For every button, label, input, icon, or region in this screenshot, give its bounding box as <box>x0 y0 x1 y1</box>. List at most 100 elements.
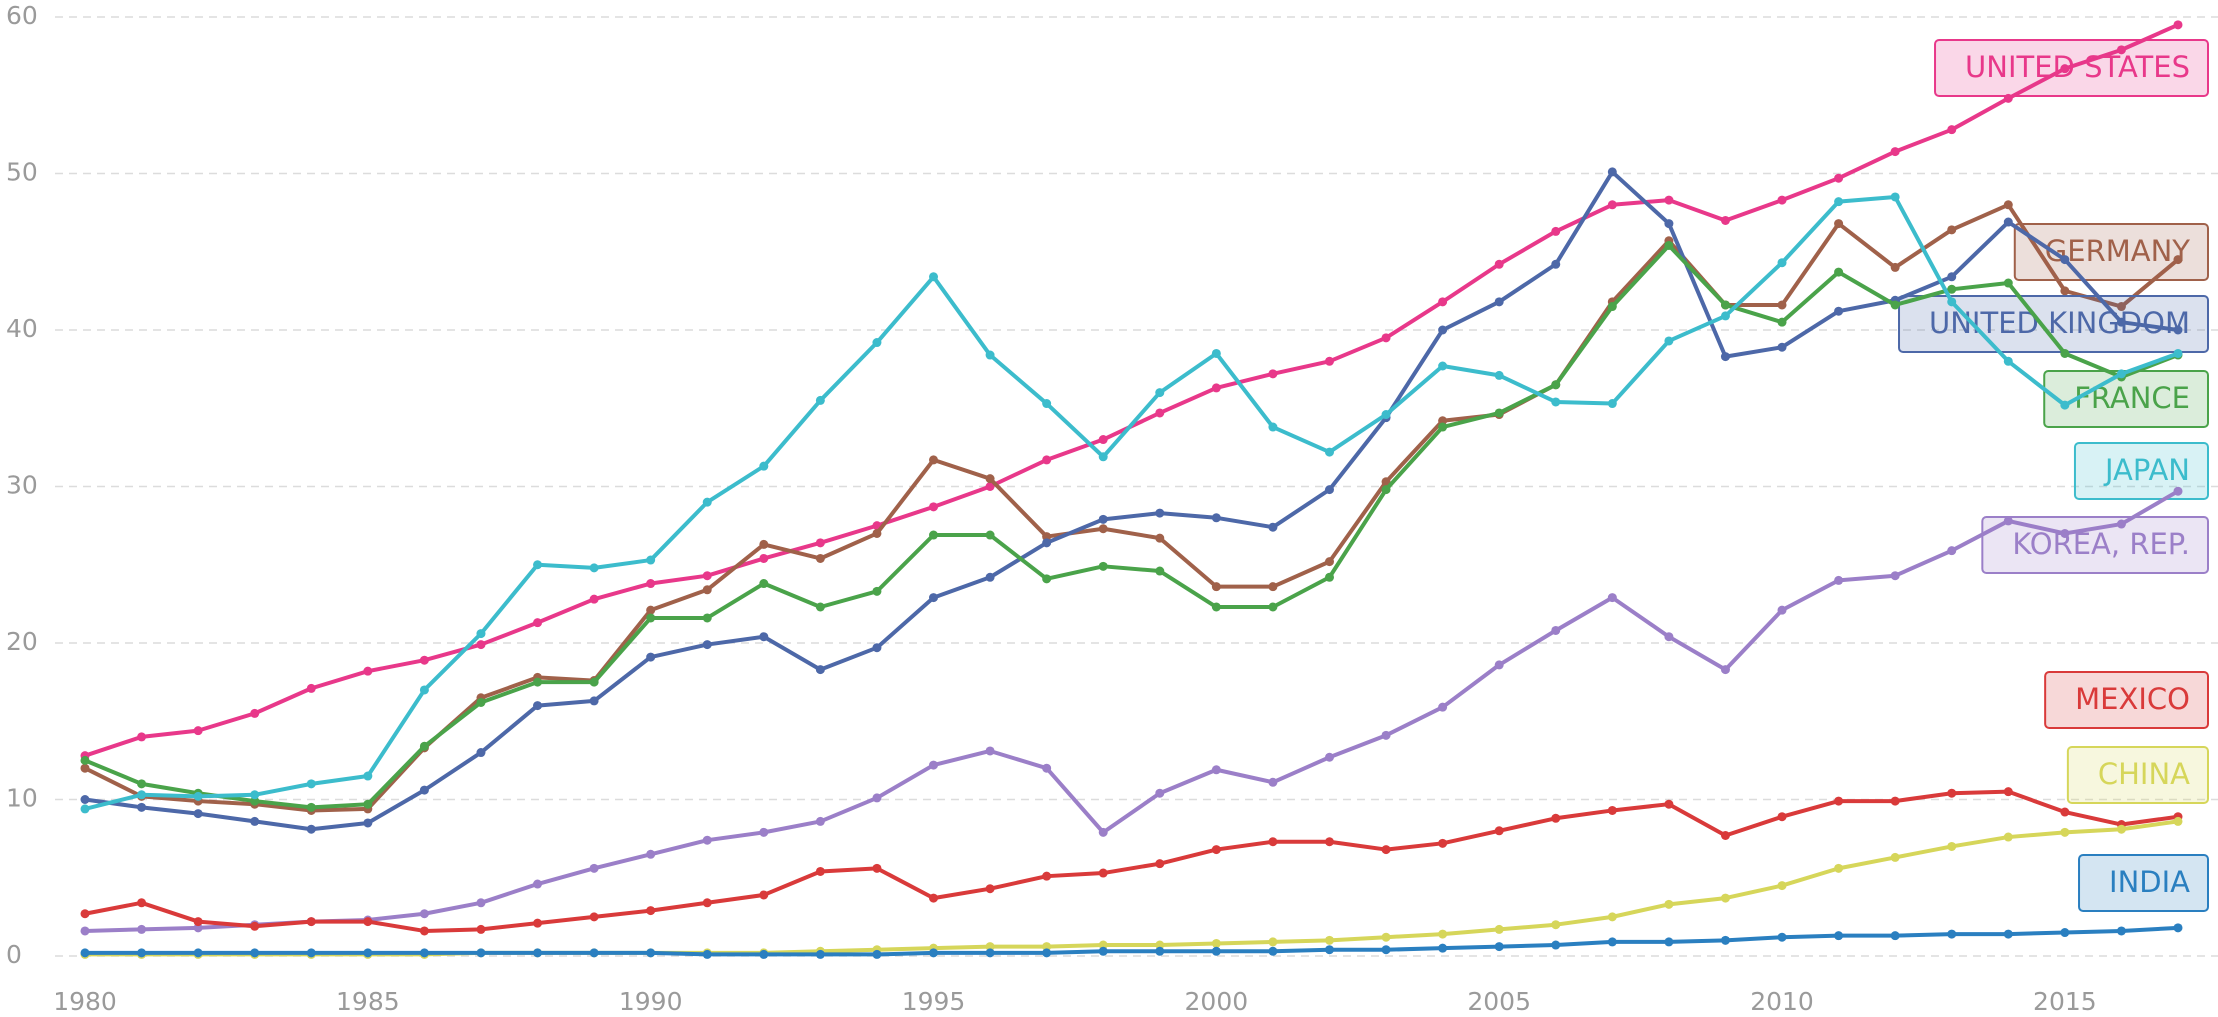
data-point <box>1664 240 1674 250</box>
data-point <box>2060 807 2070 817</box>
data-point <box>193 809 203 819</box>
data-point <box>1098 514 1108 524</box>
data-point <box>1607 912 1617 922</box>
data-point <box>250 816 260 826</box>
series-line <box>84 789 2179 933</box>
data-point <box>2173 816 2183 826</box>
data-point <box>2003 787 2013 797</box>
data-point <box>1890 931 1900 941</box>
data-point <box>759 579 769 589</box>
data-point <box>985 530 995 540</box>
data-point <box>1042 871 1052 881</box>
data-point <box>1834 863 1844 873</box>
data-point <box>1947 788 1957 798</box>
data-point <box>1890 300 1900 310</box>
data-point <box>419 785 429 795</box>
data-point <box>250 921 260 931</box>
data-point <box>1777 342 1787 352</box>
data-point <box>1720 665 1730 675</box>
y-tick-label: 10 <box>6 784 38 813</box>
data-point <box>193 948 203 958</box>
data-point <box>646 906 656 916</box>
data-point <box>1720 893 1730 903</box>
data-point <box>1720 830 1730 840</box>
series-label-box <box>1981 516 2209 574</box>
data-point <box>2173 923 2183 933</box>
data-point <box>1381 932 1391 942</box>
data-point <box>589 594 599 604</box>
data-point <box>250 790 260 800</box>
series-label: FRANCE <box>2074 381 2190 415</box>
series-label-box <box>1934 39 2209 97</box>
data-point <box>1268 937 1278 947</box>
data-point <box>1211 845 1221 855</box>
data-point <box>80 804 90 814</box>
data-point <box>1551 397 1561 407</box>
data-point <box>1042 538 1052 548</box>
data-point <box>137 898 147 908</box>
data-point <box>1494 826 1504 836</box>
data-point <box>1438 943 1448 953</box>
data-point <box>985 482 995 491</box>
data-point <box>1211 602 1221 612</box>
data-point <box>1098 524 1108 534</box>
data-point <box>1777 258 1787 268</box>
data-point <box>2116 824 2126 834</box>
data-point <box>476 748 486 758</box>
data-point <box>1494 370 1504 380</box>
series-line <box>84 243 2179 810</box>
data-point <box>533 879 543 889</box>
data-point <box>80 926 90 936</box>
data-point <box>1211 938 1221 948</box>
data-point <box>476 640 486 650</box>
y-tick-label: 0 <box>6 940 22 969</box>
data-point <box>1494 297 1504 307</box>
data-point <box>872 643 882 653</box>
data-point <box>1155 788 1165 798</box>
data-point <box>985 746 995 756</box>
data-point <box>929 593 939 603</box>
data-point <box>250 948 260 958</box>
data-point <box>533 701 543 711</box>
data-point <box>1381 945 1391 955</box>
data-point <box>1438 325 1448 335</box>
data-point <box>1947 272 1957 282</box>
data-point <box>646 849 656 859</box>
data-point <box>250 708 260 718</box>
data-point <box>646 652 656 662</box>
data-point <box>1268 422 1278 432</box>
data-point <box>1890 147 1900 157</box>
data-point <box>1947 284 1957 294</box>
data-point <box>1777 300 1787 310</box>
data-point <box>419 685 429 695</box>
series-line <box>85 925 2179 957</box>
data-point <box>363 818 373 828</box>
data-point <box>872 949 882 959</box>
data-point <box>929 455 939 465</box>
series <box>80 167 2183 834</box>
series-label: UNITED KINGDOM <box>1929 306 2190 340</box>
data-point <box>1098 561 1108 571</box>
data-point <box>306 802 316 812</box>
data-point <box>2116 519 2126 529</box>
data-point <box>1777 881 1787 891</box>
data-point <box>1381 730 1391 740</box>
data-point <box>1834 796 1844 806</box>
data-point <box>985 948 995 958</box>
data-point <box>929 948 939 958</box>
data-point <box>1947 841 1957 851</box>
data-point <box>1381 333 1391 343</box>
data-point <box>589 863 599 873</box>
series-label-box <box>2044 671 2209 729</box>
data-point <box>1324 837 1334 847</box>
data-point <box>1777 605 1787 615</box>
data-point <box>1268 369 1278 379</box>
data-point <box>702 835 712 845</box>
data-point <box>137 948 147 958</box>
data-point <box>929 893 939 903</box>
data-point <box>2116 369 2126 379</box>
data-point <box>2003 278 2013 288</box>
data-point <box>1890 796 1900 806</box>
data-point <box>929 272 939 282</box>
series <box>80 200 2183 815</box>
